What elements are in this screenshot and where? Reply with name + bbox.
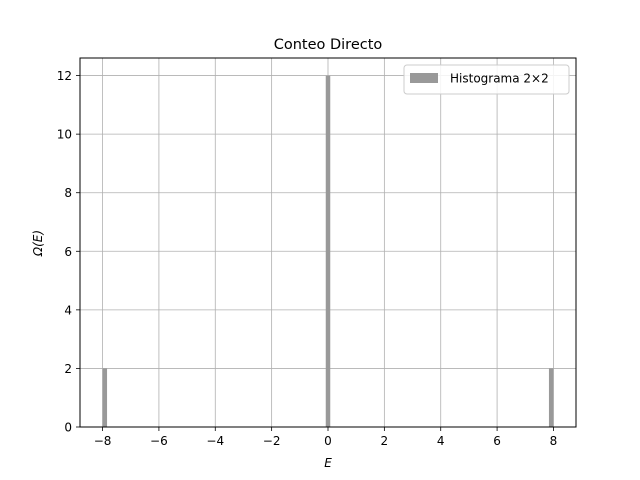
histogram-bar — [325, 75, 331, 428]
x-axis-ticks: −8 −6 −4 −2 0 2 4 6 8 — [94, 427, 558, 448]
y-tick-label: 4 — [64, 303, 72, 317]
legend-label: Histograma 2×2 — [450, 72, 549, 86]
y-axis-label: Ω(E) — [31, 230, 45, 257]
histogram-bar — [548, 368, 554, 427]
legend: Histograma 2×2 — [403, 64, 570, 95]
histogram-bar — [102, 368, 108, 427]
y-axis-ticks: 0 2 4 6 8 10 12 — [57, 69, 80, 435]
chart-title: Conteo Directo — [274, 37, 383, 53]
legend-box — [403, 64, 570, 95]
y-tick-label: 2 — [64, 362, 72, 376]
histogram-bars — [102, 75, 554, 428]
y-tick-label: 10 — [57, 128, 72, 142]
x-tick-label: 4 — [437, 434, 445, 448]
x-axis-label: E — [324, 456, 332, 470]
x-tick-label: −2 — [263, 434, 281, 448]
x-tick-label: −6 — [150, 434, 168, 448]
x-tick-label: 2 — [381, 434, 389, 448]
x-tick-label: 6 — [493, 434, 501, 448]
x-tick-label: −8 — [94, 434, 112, 448]
y-tick-label: 12 — [57, 69, 72, 83]
legend-swatch — [410, 73, 438, 83]
y-tick-label: 8 — [64, 186, 72, 200]
x-tick-label: 8 — [550, 434, 558, 448]
y-tick-label: 0 — [64, 421, 72, 435]
x-tick-label: −4 — [206, 434, 224, 448]
x-tick-label: 0 — [324, 434, 332, 448]
y-tick-label: 6 — [64, 245, 72, 259]
